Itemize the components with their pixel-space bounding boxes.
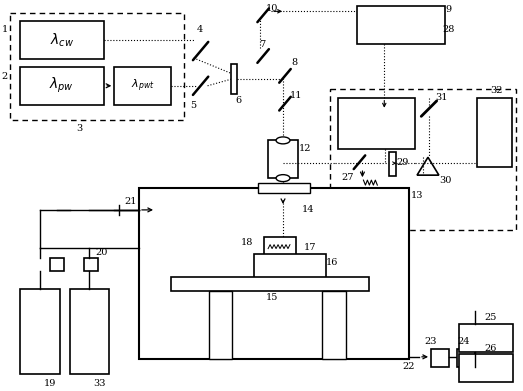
Text: 14: 14 xyxy=(302,205,314,214)
Text: 26: 26 xyxy=(484,344,497,353)
Bar xyxy=(329,89,516,230)
Text: 29: 29 xyxy=(396,158,408,167)
Bar xyxy=(50,258,64,271)
Bar xyxy=(431,349,449,367)
Bar xyxy=(171,277,369,291)
Text: 15: 15 xyxy=(266,293,278,302)
Text: $\lambda_{pw}$: $\lambda_{pw}$ xyxy=(49,76,74,95)
Text: 28: 28 xyxy=(442,25,455,34)
Bar xyxy=(338,98,415,149)
Bar xyxy=(254,254,326,280)
Text: 5: 5 xyxy=(190,101,197,110)
Text: 8: 8 xyxy=(292,58,298,68)
Text: 11: 11 xyxy=(290,91,302,100)
Bar xyxy=(264,237,296,255)
Text: $\lambda_{pwt}$: $\lambda_{pwt}$ xyxy=(131,77,155,94)
Bar xyxy=(268,140,298,178)
Text: 33: 33 xyxy=(93,379,106,388)
Bar xyxy=(209,291,232,359)
Text: 27: 27 xyxy=(342,173,354,182)
Bar xyxy=(10,13,184,120)
Ellipse shape xyxy=(276,137,290,144)
Bar xyxy=(476,98,513,167)
Text: 31: 31 xyxy=(436,93,448,102)
Bar xyxy=(258,183,310,193)
Text: 18: 18 xyxy=(241,238,254,247)
Bar xyxy=(322,291,346,359)
Text: 12: 12 xyxy=(299,144,311,153)
Bar xyxy=(358,6,445,44)
Bar xyxy=(389,152,396,176)
Text: 24: 24 xyxy=(458,337,470,346)
Text: $\lambda_{cw}$: $\lambda_{cw}$ xyxy=(50,31,74,49)
Bar xyxy=(70,289,109,374)
Text: 1: 1 xyxy=(2,25,8,34)
Text: 7: 7 xyxy=(259,39,265,48)
Text: 3: 3 xyxy=(76,124,83,133)
Bar xyxy=(20,21,104,59)
Bar xyxy=(20,67,104,105)
Text: 13: 13 xyxy=(411,192,423,201)
Bar xyxy=(457,349,475,367)
Text: 21: 21 xyxy=(125,197,138,206)
Bar xyxy=(84,258,98,271)
Text: 4: 4 xyxy=(197,25,203,34)
Ellipse shape xyxy=(276,175,290,181)
Text: 17: 17 xyxy=(303,243,316,252)
Bar xyxy=(459,324,514,352)
Text: 20: 20 xyxy=(95,248,108,257)
Bar xyxy=(114,67,171,105)
Bar xyxy=(20,289,60,374)
Text: 6: 6 xyxy=(235,96,242,105)
Bar xyxy=(459,354,514,382)
Text: 23: 23 xyxy=(425,337,437,346)
Text: 10: 10 xyxy=(266,4,278,13)
Text: 2: 2 xyxy=(2,72,8,81)
Bar xyxy=(139,188,409,359)
Text: 30: 30 xyxy=(440,176,452,185)
Text: 16: 16 xyxy=(325,258,338,267)
Text: 25: 25 xyxy=(484,313,497,322)
Bar xyxy=(231,64,237,94)
Text: 9: 9 xyxy=(446,5,452,14)
Text: 19: 19 xyxy=(43,379,56,388)
Text: 32: 32 xyxy=(490,86,503,95)
Text: 22: 22 xyxy=(403,362,415,371)
